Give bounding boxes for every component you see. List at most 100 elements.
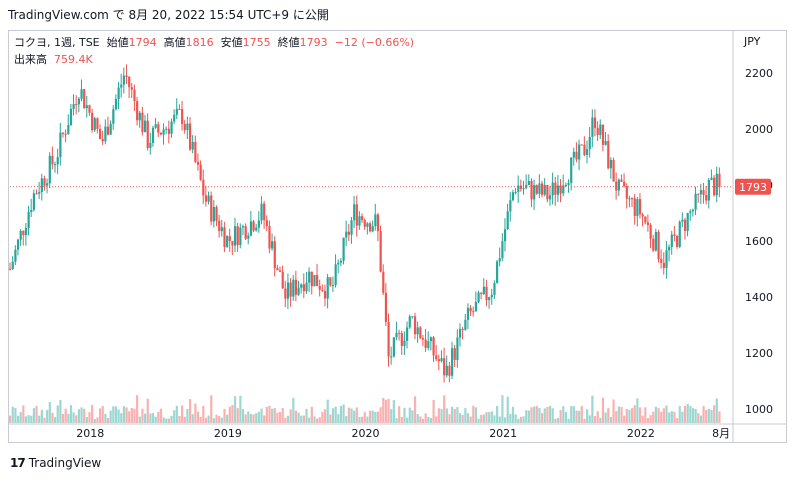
- candle-body: [67, 124, 70, 135]
- volume-bar: [432, 400, 435, 423]
- volume-bar: [419, 416, 422, 423]
- volume-bar: [154, 416, 157, 423]
- volume-bar: [244, 414, 247, 423]
- candle-body: [689, 211, 692, 213]
- candle-body: [485, 286, 488, 301]
- candle-body: [631, 198, 634, 200]
- candle-body: [165, 128, 168, 130]
- volume-bar: [255, 413, 258, 423]
- price-tag-bg: [735, 178, 771, 195]
- candle-body: [339, 260, 343, 263]
- close-label: 終値: [277, 36, 300, 49]
- volume-bar: [548, 405, 552, 423]
- candle-body: [652, 238, 655, 251]
- candle-body: [98, 128, 102, 140]
- volume-bar: [556, 417, 560, 423]
- volume-bar: [718, 411, 721, 423]
- candle-body: [80, 89, 83, 99]
- candle-body: [231, 241, 234, 246]
- volume-bar: [535, 406, 538, 423]
- volume-bar: [109, 410, 112, 423]
- volume-bar: [218, 415, 221, 423]
- candle-body: [151, 127, 155, 143]
- volume-bar: [681, 411, 684, 423]
- candle-body: [699, 190, 703, 195]
- volume-bar: [302, 415, 305, 423]
- candle-body: [114, 99, 118, 110]
- candle-body: [469, 307, 472, 312]
- candle-body: [228, 236, 231, 242]
- volume-bar: [9, 415, 12, 423]
- candle-body: [112, 109, 115, 124]
- volume-bar: [48, 402, 51, 423]
- volume-bar: [525, 410, 528, 423]
- volume-bar: [226, 414, 229, 423]
- volume-bar: [660, 411, 663, 423]
- candle-body: [559, 185, 562, 194]
- volume-bar: [641, 415, 644, 423]
- volume-bar: [522, 416, 525, 423]
- candle-body: [366, 223, 369, 227]
- candle-body: [691, 209, 695, 212]
- volume-bar: [96, 417, 99, 423]
- candle-body: [633, 198, 636, 216]
- candle-body: [141, 112, 144, 133]
- volume-bar: [199, 417, 202, 423]
- candle-body: [363, 220, 366, 227]
- price-tag-label: 1793: [739, 181, 767, 194]
- volume-bar: [408, 407, 411, 423]
- chart-frame[interactable]: [8, 30, 787, 443]
- volume-bar: [572, 406, 575, 423]
- volume-bar: [575, 410, 578, 423]
- candle-body: [390, 356, 393, 358]
- volume-bar: [207, 415, 210, 423]
- price-tick-label: 1400: [745, 291, 773, 304]
- candle-body: [371, 226, 374, 232]
- candle-body: [538, 183, 541, 194]
- candle-body: [609, 159, 613, 169]
- candle-body: [570, 157, 573, 184]
- candle-body: [548, 195, 552, 200]
- candle-body: [697, 193, 700, 195]
- candle-body: [51, 155, 54, 165]
- volume-bar: [32, 408, 36, 423]
- candle-body: [591, 117, 594, 137]
- candle-body: [657, 232, 660, 260]
- candle-body: [628, 198, 631, 200]
- volume-bar: [382, 397, 385, 423]
- candle-body: [638, 199, 642, 215]
- volume-bar: [61, 413, 65, 423]
- volume-bar: [27, 415, 30, 423]
- volume-bar: [691, 408, 695, 423]
- volume-bar: [247, 411, 250, 423]
- volume-bar: [11, 406, 14, 423]
- candle-body: [681, 219, 684, 222]
- price-tick-label: 1600: [745, 235, 773, 248]
- volume-bar: [67, 413, 70, 423]
- candle-body: [488, 297, 491, 301]
- candle-body: [713, 177, 716, 196]
- volume-bar: [517, 418, 520, 423]
- candle-body: [32, 193, 36, 210]
- candle-body: [101, 139, 104, 142]
- volume-bar: [503, 417, 507, 423]
- volume-bar: [323, 409, 327, 423]
- candle-body: [300, 284, 303, 288]
- volume-bar: [233, 396, 237, 423]
- candle-body: [623, 181, 626, 187]
- volume-bar: [350, 408, 353, 423]
- candle-body: [72, 104, 75, 109]
- volume-bar: [440, 408, 443, 423]
- candle-body: [482, 286, 485, 294]
- open-value: 1794: [128, 36, 157, 49]
- volume-bar: [604, 412, 607, 423]
- candle-body: [406, 327, 409, 341]
- volume-bar: [186, 409, 189, 423]
- volume-bar: [342, 404, 345, 423]
- volume-bar: [170, 415, 173, 423]
- tradingview-footer[interactable]: 17 TradingView: [10, 456, 101, 470]
- candle-body: [342, 237, 345, 261]
- volume-bar: [469, 416, 472, 423]
- volume-bar: [368, 410, 372, 423]
